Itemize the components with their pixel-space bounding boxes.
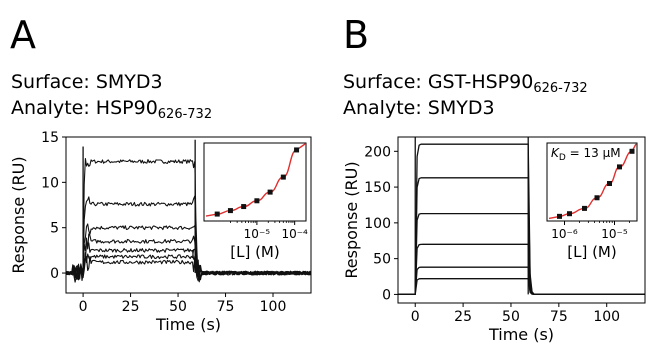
x-tick-label: 25 <box>454 309 472 325</box>
inset-x-tick-label: 10⁻⁵ <box>244 227 271 241</box>
inset-data-point <box>241 204 247 210</box>
x-tick-label: 25 <box>122 299 140 315</box>
inset-plot: 10⁻⁵ 10⁻⁴[L] (M) <box>203 142 308 261</box>
inset-x-axis-label: [L] (M) <box>230 243 279 261</box>
sensorgram-traces <box>398 137 645 296</box>
kd-value: = 13 μM <box>566 146 621 160</box>
y-tick-label: 50 <box>373 252 391 268</box>
sensorgram-series <box>398 266 645 296</box>
analyte-prefix: Analyte: <box>11 97 96 119</box>
inset-x-axis-label: [L] (M) <box>567 243 616 261</box>
inset-plot: 10⁻⁶ 10⁻⁵ [L] (M) KD = 13 μM <box>546 142 638 261</box>
inset-x-tick-label: 10⁻⁶ <box>551 227 578 241</box>
inset-x-tick-label: 10⁻⁴ <box>281 227 308 241</box>
chart-panel-a: 0 25 50 75 100 0 5 10 15 Time (s) Response (RU) 10⁻… <box>9 130 312 334</box>
surface-name: SMYD3 <box>95 71 163 93</box>
x-tick-label: 50 <box>502 309 520 325</box>
chart-panel-b: 0 25 50 75 100 0 50 100 150 200 Time (s) Response (… <box>342 136 646 344</box>
panel-letter-a: A <box>10 13 36 57</box>
kd-subscript: D <box>559 153 566 163</box>
y-tick-label: 10 <box>41 175 59 191</box>
inset-data-point <box>582 205 587 211</box>
kd-symbol: K <box>551 146 560 160</box>
inset-frame <box>546 142 638 222</box>
inset-data-point <box>267 189 273 195</box>
panel-letter-b: B <box>343 13 370 57</box>
panel-b-surface: Surface: GST-HSP90626-732 <box>343 70 588 96</box>
analyte-name: HSP90 <box>95 97 158 119</box>
x-tick-label: 0 <box>79 299 88 315</box>
panel-a-surface: Surface: SMYD3 <box>11 70 163 94</box>
inset-data-point <box>214 211 220 217</box>
inset-data-point <box>254 198 260 204</box>
surface-prefix: Surface: <box>343 71 428 93</box>
axes-frame <box>65 136 312 294</box>
axes-frame <box>397 136 646 304</box>
inset-data-point <box>617 164 622 170</box>
analyte-subscript: 626-732 <box>157 107 213 122</box>
y-tick-label: 0 <box>382 287 391 303</box>
x-tick-label: 100 <box>260 299 287 315</box>
inset-data-point <box>557 213 562 219</box>
sensorgram-series <box>398 278 645 296</box>
x-tick-label: 0 <box>411 309 420 325</box>
y-tick-label: 150 <box>364 180 391 196</box>
inset-data-point <box>567 211 572 217</box>
inset-data-point <box>227 208 233 214</box>
analyte-prefix: Analyte: <box>343 97 428 119</box>
inset-x-tick-label: 10⁻⁵ <box>601 227 628 241</box>
inset-data-point <box>629 148 635 154</box>
inset-data-point <box>294 147 300 153</box>
y-tick-label: 5 <box>50 221 59 237</box>
x-tick-label: 75 <box>550 309 568 325</box>
y-tick-label: 15 <box>41 130 59 146</box>
inset-data-point <box>594 195 600 201</box>
x-axis-label: Time (s) <box>155 315 221 334</box>
analyte-name: SMYD3 <box>427 97 495 119</box>
y-axis-label: Response (RU) <box>9 156 28 273</box>
surface-name: GST-HSP90 <box>427 71 534 93</box>
inset-kd-annotation: KD = 13 μM <box>551 146 621 163</box>
sensorgram-series <box>65 255 312 281</box>
sensorgram-traces <box>65 139 312 283</box>
inset-data-point <box>607 180 612 186</box>
x-axis-label: Time (s) <box>488 325 554 344</box>
y-tick-label: 100 <box>364 216 391 232</box>
sensorgram-series <box>65 248 312 282</box>
x-tick-label: 50 <box>169 299 187 315</box>
panel-b-analyte: Analyte: SMYD3 <box>343 96 495 120</box>
x-tick-label: 75 <box>217 299 235 315</box>
x-tick-label: 100 <box>593 309 620 325</box>
inset-frame <box>203 142 307 222</box>
y-axis-label: Response (RU) <box>342 161 361 278</box>
inset-data-point <box>280 174 286 180</box>
surface-subscript: 626-732 <box>533 81 588 96</box>
y-tick-label: 200 <box>364 144 391 160</box>
panel-a-analyte: Analyte: HSP90626-732 <box>11 96 213 122</box>
surface-prefix: Surface: <box>11 71 96 93</box>
y-tick-label: 0 <box>50 266 59 282</box>
